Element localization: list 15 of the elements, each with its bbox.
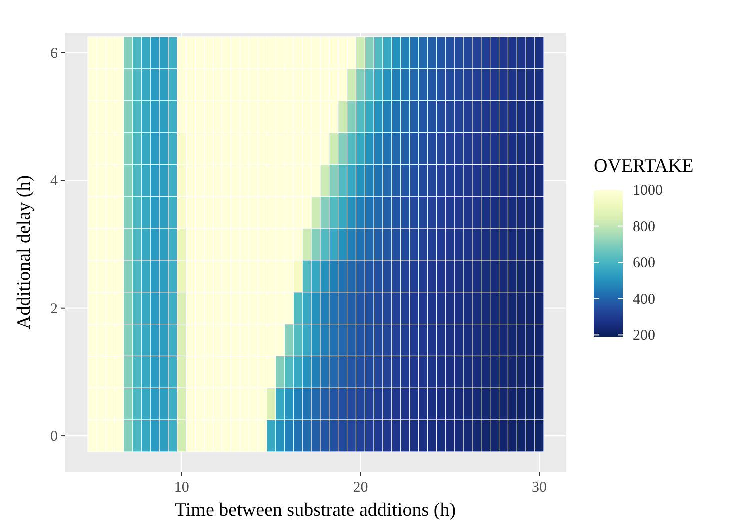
y-tick-label: 4 (50, 174, 58, 190)
y-tick-label: 2 (50, 301, 58, 318)
x-tick-label: 30 (532, 480, 548, 496)
color-bar-label: 200 (633, 328, 656, 344)
y-axis-title: Additional delay (h) (14, 175, 35, 330)
color-bar-label: 600 (633, 256, 656, 272)
x-tick-label: 10 (174, 480, 190, 496)
color-bar-label: 800 (633, 219, 656, 236)
color-bar-label: 400 (633, 292, 656, 308)
color-bar-label: 1000 (633, 183, 663, 199)
x-tick-label: 20 (353, 480, 368, 496)
legend-title: OVERTAKE (594, 156, 694, 177)
y-tick-label: 0 (50, 429, 58, 446)
x-axis-title: Time between substrate additions (h) (174, 500, 456, 521)
y-tick-label: 6 (50, 46, 58, 62)
